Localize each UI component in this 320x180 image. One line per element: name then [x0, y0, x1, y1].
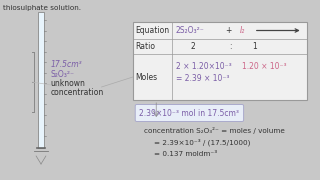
Text: Ratio: Ratio	[136, 42, 156, 51]
Text: 2.39×10⁻³ mol in 17.5cm³: 2.39×10⁻³ mol in 17.5cm³	[140, 109, 239, 118]
Text: concentration: concentration	[51, 88, 104, 97]
Text: thiosulphate solution.: thiosulphate solution.	[3, 5, 81, 11]
Bar	[38, 12, 44, 148]
Text: 17.5cm³: 17.5cm³	[51, 60, 82, 69]
Text: Moles: Moles	[136, 73, 158, 82]
Text: = 2.39 × 10⁻³: = 2.39 × 10⁻³	[176, 73, 229, 82]
Text: :: :	[229, 42, 232, 51]
FancyBboxPatch shape	[133, 22, 307, 100]
Text: 2 × 1.20×10⁻³: 2 × 1.20×10⁻³	[176, 62, 231, 71]
Text: = 0.137 moldm⁻³: = 0.137 moldm⁻³	[154, 151, 217, 157]
Text: 2: 2	[191, 42, 196, 51]
Text: unknown: unknown	[51, 79, 86, 88]
Text: 2S₂O₃²⁻: 2S₂O₃²⁻	[176, 26, 204, 35]
Text: = 2.39×10⁻³ / (17.5/1000): = 2.39×10⁻³ / (17.5/1000)	[154, 139, 251, 147]
Text: 1: 1	[252, 42, 257, 51]
Text: +: +	[225, 26, 232, 35]
Text: 1.20 × 10⁻³: 1.20 × 10⁻³	[242, 62, 287, 71]
Text: concentration S₂O₃²⁻ = moles / volume: concentration S₂O₃²⁻ = moles / volume	[145, 127, 285, 134]
Text: S₂O₃²⁻: S₂O₃²⁻	[51, 70, 75, 79]
Text: I₂: I₂	[240, 26, 245, 35]
Text: Equation: Equation	[136, 26, 170, 35]
FancyBboxPatch shape	[135, 105, 244, 122]
